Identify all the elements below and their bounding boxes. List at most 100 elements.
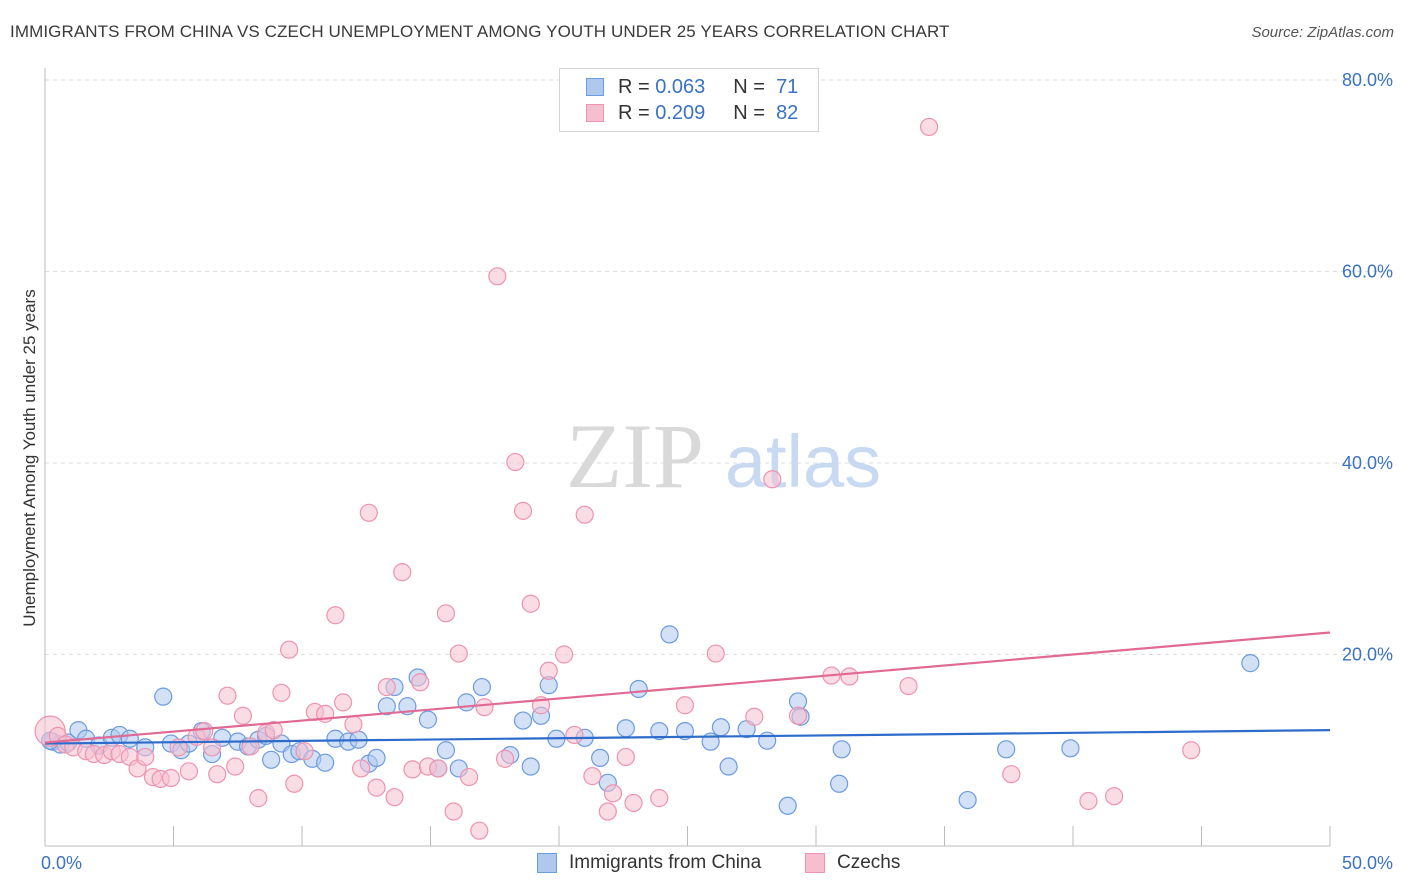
point-czech [359, 503, 378, 522]
point-czech [675, 696, 695, 715]
point-czech [706, 644, 725, 663]
point-czech [470, 821, 489, 840]
point-czech [565, 725, 584, 745]
point-czech [788, 706, 808, 725]
legend-swatch-czech [586, 104, 604, 122]
point-czech [334, 693, 353, 712]
y-tick-label: 40.0% [1342, 453, 1393, 473]
x-tick-label-min: 0.0% [41, 853, 82, 873]
point-czech [1002, 765, 1021, 784]
y-tick-label: 20.0% [1342, 645, 1393, 665]
point-china [778, 796, 797, 815]
point-china [436, 741, 456, 760]
point-czech [495, 749, 515, 768]
x-tick-label-max: 50.0% [1342, 853, 1393, 873]
point-czech [249, 789, 268, 808]
point-czech [272, 683, 291, 702]
point-czech [280, 640, 299, 659]
point-czech [899, 676, 918, 696]
point-czech [226, 757, 245, 776]
y-tick-label: 60.0% [1342, 262, 1393, 282]
trend-line-china [44, 729, 1331, 745]
point-czech [393, 563, 412, 582]
point-czech [367, 778, 386, 797]
legend-row-czech: R = 0.209 N = 82 [586, 100, 798, 126]
point-czech [377, 677, 396, 697]
bottom-legend-label-czech: Czechs [837, 852, 901, 873]
point-czech [539, 661, 558, 680]
point-czech [403, 760, 422, 779]
point-czech [616, 747, 635, 767]
point-czech [295, 742, 314, 761]
point-czech [840, 667, 859, 686]
legend-r-label: R = [618, 101, 650, 124]
bottom-legend-czech: Czechs [805, 852, 900, 874]
point-czech [624, 793, 643, 813]
point-czech [385, 788, 404, 807]
legend-row-china: R = 0.063 N = 71 [586, 74, 798, 100]
point-czech [202, 738, 222, 757]
legend-n-value-czech: 82 [776, 101, 799, 124]
point-czech [475, 698, 494, 717]
point-czech [488, 267, 507, 286]
legend-swatch-china [586, 78, 604, 96]
point-czech [136, 747, 155, 767]
point-china [1061, 739, 1080, 758]
point-china [832, 740, 851, 759]
point-czech [233, 706, 252, 725]
watermark-zip: ZIP [566, 405, 704, 507]
point-china [1241, 654, 1260, 673]
point-china [591, 748, 610, 768]
point-czech [436, 604, 456, 623]
point-china [719, 757, 738, 776]
point-czech [264, 721, 283, 740]
point-czech [195, 721, 214, 741]
legend-n-label: N = [733, 101, 765, 124]
point-czech [763, 470, 782, 489]
point-china [675, 721, 695, 741]
point-czech [521, 594, 540, 613]
bottom-legend-swatch-czech [805, 853, 825, 873]
point-china [154, 687, 173, 706]
bottom-legend-label-china: Immigrants from China [569, 852, 762, 873]
tick-labels: 20.0% 40.0% 60.0% 80.0% 0.0% 50.0% [41, 70, 1393, 873]
point-czech [208, 765, 227, 784]
point-china [650, 721, 669, 741]
point-czech [285, 774, 304, 793]
legend-r-value-czech: 0.209 [655, 101, 706, 124]
point-czech [506, 452, 525, 472]
point-czech [1079, 791, 1098, 811]
point-china [418, 710, 438, 729]
point-czech [745, 707, 764, 726]
point-china [758, 731, 777, 750]
point-china [660, 625, 679, 644]
trend-line-czech [44, 631, 1331, 744]
point-czech [459, 767, 479, 787]
point-china [711, 718, 731, 737]
point-czech [179, 762, 199, 781]
watermark: ZIP atlas [566, 405, 881, 507]
point-china [367, 748, 386, 768]
point-china [377, 697, 396, 716]
point-czech [411, 673, 430, 692]
gridlines [45, 79, 1392, 655]
point-czech [161, 768, 181, 788]
point-czech [444, 802, 463, 821]
legend-n-label: N = [733, 75, 765, 98]
bottom-legend-china: Immigrants from China [537, 852, 761, 874]
point-china [616, 719, 635, 738]
point-china [521, 757, 540, 776]
source-credit: Source: ZipAtlas.com [1251, 24, 1394, 41]
legend-r-value-china: 0.063 [655, 75, 706, 98]
point-czech [555, 645, 574, 664]
point-czech [1182, 741, 1201, 760]
point-china [472, 677, 491, 697]
point-china [120, 729, 139, 748]
point-czech [352, 759, 371, 778]
point-china [997, 740, 1016, 759]
point-czech [583, 767, 602, 786]
point-czech [603, 784, 623, 803]
point-czech [1105, 787, 1124, 806]
point-china [830, 774, 849, 793]
